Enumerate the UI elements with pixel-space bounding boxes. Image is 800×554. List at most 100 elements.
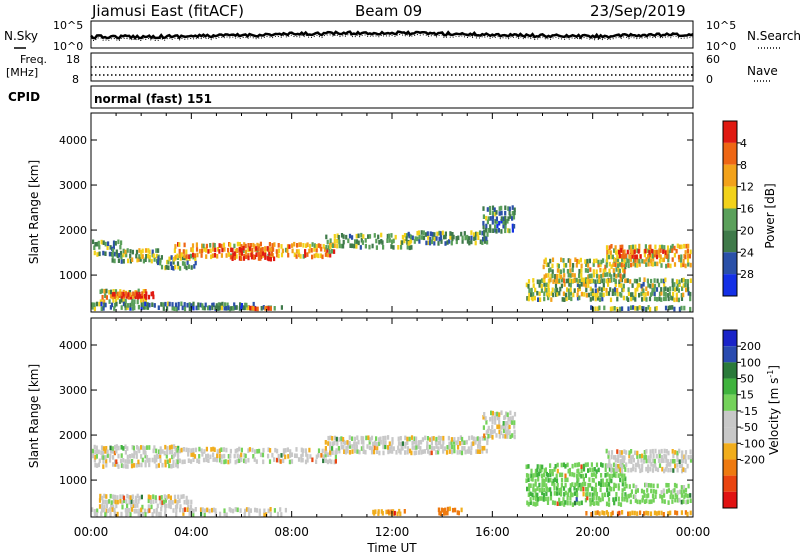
heatmap-cell — [160, 302, 163, 307]
heatmap-cell — [578, 501, 581, 506]
heatmap-cell — [667, 467, 670, 473]
heatmap-cell — [263, 508, 266, 514]
heatmap-cell — [571, 278, 575, 284]
heatmap-cell — [269, 507, 272, 512]
heatmap-cell — [602, 258, 605, 263]
heatmap-cell — [630, 305, 633, 310]
heatmap-cell — [674, 510, 677, 515]
heatmap-cell — [216, 449, 219, 454]
heatmap-cell — [249, 305, 252, 311]
heatmap-cell — [666, 459, 669, 464]
heatmap-cell — [564, 490, 567, 496]
heatmap-cell — [631, 466, 635, 472]
heatmap-cell — [119, 458, 123, 464]
heatmap-cell — [106, 508, 109, 513]
heatmap-cell — [131, 306, 134, 311]
heatmap-cell — [543, 286, 547, 292]
heatmap-cell — [687, 287, 690, 292]
heatmap-cell — [368, 234, 372, 239]
heatmap-cell — [669, 286, 672, 291]
heatmap-cell — [664, 250, 667, 255]
heatmap-cell — [479, 445, 482, 450]
heatmap-cell — [452, 234, 455, 240]
heatmap-cell — [172, 266, 175, 271]
heatmap-cell — [413, 450, 416, 456]
heatmap-cell — [101, 495, 104, 501]
heatmap-cell — [247, 305, 250, 310]
heatmap-cell — [105, 462, 108, 468]
heatmap-cell — [621, 455, 624, 460]
heatmap-cell — [665, 463, 668, 469]
heatmap-cell — [331, 450, 334, 455]
heatmap-cell — [504, 220, 507, 226]
heatmap-cell — [376, 449, 379, 454]
heatmap-cell — [231, 256, 234, 261]
heatmap-cell — [155, 511, 158, 517]
heatmap-cell — [201, 507, 204, 512]
heatmap-cell — [344, 440, 347, 446]
heatmap-cell — [582, 463, 585, 469]
heatmap-cell — [544, 496, 547, 502]
heatmap-cell — [116, 495, 119, 500]
heatmap-cell — [558, 472, 562, 478]
heatmap-cell — [185, 249, 188, 254]
heatmap-cell — [113, 291, 116, 297]
heatmap-cell — [571, 492, 574, 498]
heatmap-cell — [106, 245, 109, 250]
heatmap-cell — [596, 510, 599, 515]
heatmap-cell — [333, 435, 337, 441]
heatmap-cell — [669, 462, 672, 467]
heatmap-cell — [122, 463, 125, 469]
heatmap-cell — [116, 511, 119, 517]
heatmap-cell — [91, 305, 94, 310]
heatmap-cell — [530, 468, 533, 474]
heatmap-cell — [317, 253, 320, 259]
heatmap-cell — [632, 483, 635, 489]
heatmap-cell — [619, 244, 622, 250]
heatmap-cell — [601, 492, 604, 498]
heatmap-cell — [638, 305, 641, 310]
heatmap-cell — [149, 495, 152, 500]
heatmap-cell — [634, 494, 637, 500]
heatmap-cell — [504, 421, 507, 426]
heatmap-cell — [671, 499, 674, 504]
heatmap-cell — [417, 444, 420, 450]
heatmap-cell — [538, 496, 542, 501]
heatmap-cell — [100, 306, 103, 311]
heatmap-cell — [152, 253, 155, 259]
heatmap-cell — [173, 494, 177, 500]
heatmap-cell — [181, 305, 184, 311]
heatmap-cell — [179, 448, 182, 454]
heatmap-cell — [286, 244, 290, 249]
heatmap-cell — [486, 428, 489, 434]
heatmap-cell — [426, 231, 429, 236]
heatmap-cell — [389, 448, 392, 454]
heatmap-cell — [586, 491, 589, 497]
heatmap-cell — [160, 255, 163, 260]
noise-right-tick-bottom: 10^0 — [706, 40, 736, 53]
heatmap-cell — [654, 306, 657, 312]
heatmap-cell — [663, 296, 666, 302]
heatmap-cell — [125, 252, 128, 258]
heatmap-cell — [641, 467, 644, 473]
heatmap-cell — [244, 302, 247, 308]
heatmap-cell — [221, 301, 224, 307]
heatmap-cell — [142, 302, 145, 307]
heatmap-cell — [658, 291, 662, 297]
heatmap-cell — [655, 254, 659, 260]
heatmap-cell — [686, 279, 689, 284]
heatmap-cell — [235, 305, 238, 310]
heatmap-cell — [621, 468, 624, 474]
heatmap-cell — [669, 510, 672, 516]
heatmap-cell — [478, 449, 481, 454]
heatmap-cell — [150, 258, 153, 264]
heatmap-cell — [665, 263, 668, 269]
heatmap-cell — [605, 291, 608, 296]
heatmap-cell — [609, 306, 612, 312]
y-tick-label: 4000 — [59, 339, 87, 352]
heatmap-cell — [585, 293, 588, 298]
heatmap-cell — [309, 454, 312, 459]
heatmap-cell — [240, 305, 243, 311]
heatmap-cell — [377, 509, 380, 514]
heatmap-cell — [689, 278, 692, 283]
